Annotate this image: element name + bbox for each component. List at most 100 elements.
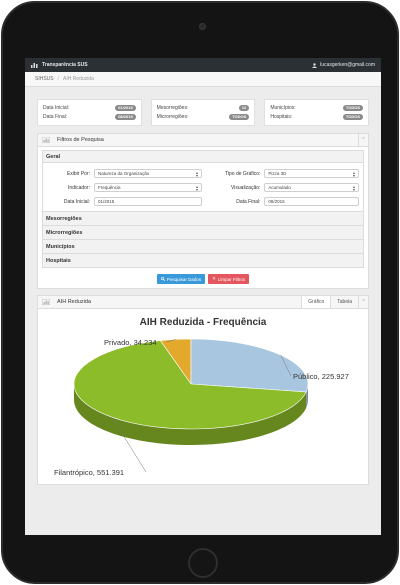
pie-slice-público[interactable] — [190, 338, 309, 393]
pie-label-público: Público, 225.927 — [293, 372, 349, 381]
accordion-municipios[interactable]: Municípios — [42, 240, 364, 254]
pie-side-filantrópico — [74, 384, 307, 445]
app-screen: Transparência SUS lucasgerken@gmail.com … — [25, 58, 381, 535]
chevron-up-icon: ⌃ — [361, 137, 366, 143]
breadcrumb-root[interactable]: SIHSUS — [35, 76, 54, 82]
filter-cell: Data Final: 08/2015 — [203, 197, 359, 206]
filter-cell: Data Inicial: 01/2015 — [47, 197, 203, 206]
search-button-label: Pesquisar Dados — [166, 276, 202, 282]
brand[interactable]: Transparência SUS — [31, 62, 88, 68]
pie-leader-line — [111, 417, 147, 473]
group-geral-body: Exibir Por: Natureza da Organização ▴ ▾ T… — [43, 163, 363, 211]
accordion-mesorregioes[interactable]: Mesorregiões — [42, 212, 364, 226]
pie-label-filantrópico: Filantrópico, 551.391 — [54, 468, 124, 477]
search-icon — [160, 277, 165, 281]
filter-actions: Pesquisar Dados ✕ Limpar Filtros — [42, 274, 364, 284]
tab-tabela[interactable]: Tabela — [330, 296, 358, 308]
clear-filters-button[interactable]: ✕ Limpar Filtros — [208, 274, 250, 284]
summary-badge: 08/2015 — [115, 113, 136, 120]
select-caret-icon: ▴ ▾ — [195, 170, 198, 178]
filter-cell: Tipo de Gráfico: Pizza 3D ▴ ▾ — [203, 169, 359, 178]
summary-row: Data Inicial: 01/2015 Data Final: 08/201… — [25, 87, 381, 126]
summary-item: Hospitais: TODOS — [270, 113, 364, 120]
visualizacao-label: Visualização: — [231, 184, 261, 191]
exibir-por-value: Natureza da Organização — [98, 171, 150, 176]
filter-row: Indicador: Frequência ▴ ▾ Visualização: A… — [47, 183, 359, 192]
top-navbar: Transparência SUS lucasgerken@gmail.com — [25, 58, 381, 72]
summary-label: Microrregiões: — [156, 113, 189, 120]
summary-regions: Mesorregiões: 12 Microrregiões: TODOS — [150, 99, 256, 126]
accordion-microrregioes[interactable]: Microrregiões — [42, 226, 364, 240]
filter-cell: Visualização: Acumulado ▴ ▾ — [203, 183, 359, 192]
filters-body: Geral Exibir Por: Natureza da Organizaçã… — [38, 147, 368, 288]
chart-panel: AIH Reduzida Gráfico Tabela ⌃ AIH Reduzi… — [37, 295, 369, 485]
camera — [199, 23, 206, 30]
summary-item: Municípios: TODOS — [270, 105, 364, 112]
chart-tabs: Gráfico Tabela ⌃ — [301, 296, 368, 308]
filters-collapse-button[interactable]: ⌃ — [358, 134, 368, 146]
summary-label: Hospitais: — [270, 113, 293, 120]
chart-collapse-button[interactable]: ⌃ — [358, 296, 368, 308]
accordion-hospitais[interactable]: Hospitais — [42, 254, 364, 268]
summary-period: Data Inicial: 01/2015 Data Final: 08/201… — [37, 99, 142, 126]
user-icon — [312, 62, 317, 68]
summary-item: Microrregiões: TODOS — [156, 113, 250, 120]
summary-badge: TODOS — [342, 105, 364, 112]
home-button[interactable] — [188, 548, 218, 578]
exibir-por-select[interactable]: Natureza da Organização ▴ ▾ — [94, 169, 202, 178]
user-menu[interactable]: lucasgerken@gmail.com — [312, 62, 375, 68]
data-final-label: Data Final: — [236, 198, 261, 205]
filter-cell: Indicador: Frequência ▴ ▾ — [47, 183, 203, 192]
summary-locations: Municípios: TODOS Hospitais: TODOS — [264, 99, 370, 126]
breadcrumb-separator: / — [57, 76, 60, 82]
select-caret-icon: ▴ ▾ — [352, 170, 355, 178]
visualizacao-value: Acumulado — [268, 185, 291, 190]
indicador-value: Frequência — [98, 185, 121, 190]
filters-title: Filtros de Pesquisa — [57, 137, 104, 143]
bar-chart-icon — [31, 63, 38, 68]
pie-side-público — [306, 384, 308, 408]
data-inicial-input[interactable]: 01/2015 — [94, 197, 202, 206]
chart-panel-title: AIH Reduzida — [57, 299, 91, 305]
pie-chart: AIH Reduzida - Frequência Privado, 34.23… — [54, 317, 349, 477]
chart-panel-header: AIH Reduzida Gráfico Tabela ⌃ — [38, 296, 368, 309]
indicador-select[interactable]: Frequência ▴ ▾ — [94, 183, 202, 192]
search-button[interactable]: Pesquisar Dados — [156, 274, 206, 284]
data-inicial-label: Data Inicial: — [63, 198, 90, 205]
summary-label: Data Inicial: — [43, 105, 70, 112]
clear-filters-label: Limpar Filtros — [217, 276, 246, 282]
filter-row: Exibir Por: Natureza da Organização ▴ ▾ T… — [47, 169, 359, 178]
chevron-up-icon: ⌃ — [361, 299, 366, 305]
pie-leader-line — [165, 339, 176, 343]
tab-grafico[interactable]: Gráfico — [301, 296, 331, 308]
panel-chart-icon — [42, 299, 50, 305]
chart-area: AIH Reduzida - Frequência Privado, 34.23… — [38, 309, 368, 484]
tipo-grafico-select[interactable]: Pizza 3D ▴ ▾ — [264, 169, 359, 178]
breadcrumb-current: AIH Reduzida — [63, 76, 94, 82]
filter-group-geral: Geral Exibir Por: Natureza da Organizaçã… — [42, 150, 364, 212]
data-final-input[interactable]: 08/2015 — [264, 197, 359, 206]
select-caret-icon: ▴ ▾ — [352, 184, 355, 192]
breadcrumb: SIHSUS / AIH Reduzida — [25, 72, 381, 87]
summary-badge: 01/2015 — [115, 105, 136, 112]
brand-name: Transparência SUS — [42, 62, 88, 68]
filters-panel-header: Filtros de Pesquisa ⌃ — [38, 134, 368, 147]
summary-item: Mesorregiões: 12 — [156, 105, 250, 112]
close-icon: ✕ — [212, 276, 216, 281]
visualizacao-select[interactable]: Acumulado ▴ ▾ — [264, 183, 359, 192]
summary-label: Mesorregiões: — [156, 105, 189, 112]
summary-item: Data Final: 08/2015 — [43, 113, 136, 120]
filters-panel: Filtros de Pesquisa ⌃ Geral Exibir Por: … — [37, 133, 369, 289]
pie-leader-line — [280, 355, 292, 377]
select-caret-icon: ▴ ▾ — [195, 184, 198, 192]
chart-title: AIH Reduzida - Frequência — [140, 317, 267, 328]
summary-label: Data Final: — [43, 113, 68, 120]
summary-label: Municípios: — [270, 105, 296, 112]
summary-item: Data Inicial: 01/2015 — [43, 105, 136, 112]
filter-cell: Exibir Por: Natureza da Organização ▴ ▾ — [47, 169, 203, 178]
tipo-grafico-value: Pizza 3D — [268, 171, 287, 176]
panel-chart-icon — [42, 137, 50, 143]
indicador-label: Indicador: — [68, 184, 90, 191]
group-geral-header[interactable]: Geral — [43, 151, 363, 163]
